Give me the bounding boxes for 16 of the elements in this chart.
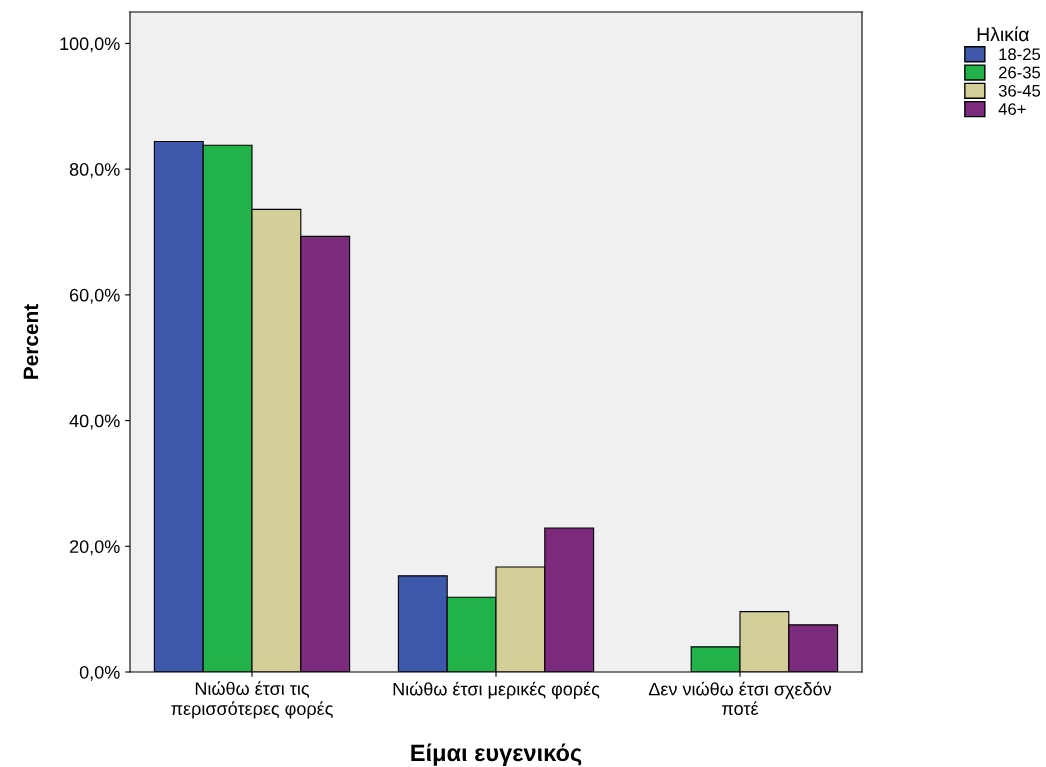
y-tick-label: 60,0% (70, 288, 120, 304)
y-tick-label: 100,0% (60, 37, 120, 53)
x-tick-label: Νιώθω έτσι μερικές φορές (393, 681, 600, 700)
legend-label: 36-45 (998, 84, 1041, 97)
y-tick-label: 80,0% (69, 163, 120, 178)
legend-label: 46+ (998, 103, 1026, 115)
legend-label: 18-25 (999, 48, 1041, 61)
x-tick-label: Δεν νιώθω έτσι σχεδόν ποτέ (648, 681, 831, 715)
y-tick-label: 20,0% (69, 540, 120, 556)
y-tick-label: 40,0% (69, 414, 120, 430)
y-tick-label: 0,0% (79, 665, 120, 681)
x-axis-title: Είμαι ευγενικός (411, 743, 582, 766)
y-axis-title: Percent (23, 304, 39, 379)
legend-title: Ηλικία (977, 26, 1029, 42)
x-tick-label: Νιώθω έτσι τις περισσότερες φορές (171, 681, 333, 719)
legend-label: 26-35 (999, 66, 1041, 79)
